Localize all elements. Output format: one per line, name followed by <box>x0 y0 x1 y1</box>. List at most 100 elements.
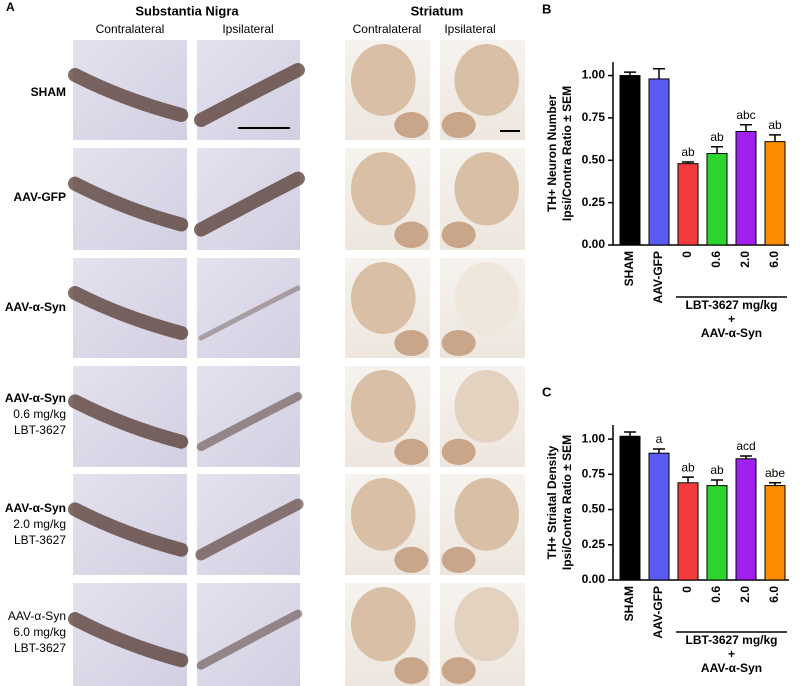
significance-label: ab <box>710 463 724 477</box>
bar <box>648 78 670 246</box>
significance-label: ab <box>768 118 782 132</box>
striatum <box>350 44 416 116</box>
nigral-band <box>196 609 303 670</box>
row-label: LBT-3627 <box>14 533 66 547</box>
error-bar <box>769 134 781 142</box>
striatum <box>454 478 520 551</box>
striatum <box>394 112 429 138</box>
bar <box>764 141 786 246</box>
group-label: AAV-α-Syn <box>701 326 762 340</box>
y-axis-label: TH+ Neuron Number <box>545 95 559 212</box>
group-label: + <box>728 312 735 326</box>
column-group-title: Substantia Nigra <box>135 3 239 18</box>
nigral-band <box>195 498 304 561</box>
error-bar <box>740 455 752 459</box>
significance-label: acd <box>736 439 755 453</box>
striatum <box>441 330 476 356</box>
striatum <box>454 370 520 443</box>
row-label: LBT-3627 <box>14 641 66 655</box>
y-tick-label: 1.00 <box>582 68 606 82</box>
nigral-band <box>68 502 189 557</box>
striatum <box>441 546 476 573</box>
y-tick-label: 0.00 <box>582 572 606 586</box>
x-tick-label: 0.6 <box>709 586 723 603</box>
y-tick-label: 0.00 <box>582 237 606 251</box>
striatum <box>454 152 520 226</box>
y-axis-label: Ipsi/Contra Ratio ± SEM <box>560 86 574 221</box>
micrograph <box>73 148 187 250</box>
row-label: AAV-α-Syn <box>5 391 66 405</box>
x-tick-label: SHAM <box>622 586 636 621</box>
striatum <box>350 478 416 551</box>
row-label: LBT-3627 <box>14 423 66 437</box>
x-tick-label: 6.0 <box>767 586 781 603</box>
striatum <box>454 44 520 116</box>
group-label: AAV-α-Syn <box>701 661 762 675</box>
striatum <box>394 221 429 248</box>
x-tick-label: 0 <box>680 586 694 593</box>
error-bar <box>682 476 694 483</box>
row-label: AAV-α-Syn <box>5 501 66 515</box>
nigral-band <box>196 392 303 452</box>
bar <box>764 485 786 581</box>
y-tick-label: 0.50 <box>582 152 606 166</box>
nigral-band <box>194 63 305 127</box>
error-bar <box>624 71 636 76</box>
striatum <box>350 587 416 662</box>
striatum <box>350 370 416 443</box>
micrograph <box>73 474 187 575</box>
nigral-band <box>68 286 189 340</box>
significance-label: ab <box>710 130 724 144</box>
error-bar <box>769 482 781 486</box>
x-tick-label: 2.0 <box>738 586 752 603</box>
nigral-band <box>68 176 189 232</box>
x-tick-label: AAV-GFP <box>651 586 665 638</box>
striatum <box>454 587 520 662</box>
column-title: Contralateral <box>353 22 422 36</box>
error-bar <box>711 145 723 154</box>
bar <box>735 458 757 581</box>
nigral-band <box>68 394 189 449</box>
significance-label: ab <box>681 460 695 474</box>
y-tick-label: 0.50 <box>582 502 606 516</box>
error-bar <box>653 448 665 454</box>
error-bar <box>682 161 694 164</box>
micrographs <box>68 40 525 686</box>
bar <box>619 435 641 581</box>
y-tick-label: 1.00 <box>582 431 606 445</box>
micrograph <box>197 583 300 686</box>
striatum <box>394 546 429 573</box>
x-tick-label: AAV-GFP <box>651 251 665 303</box>
micrograph <box>73 366 187 467</box>
striatum <box>441 657 476 684</box>
y-tick-label: 0.75 <box>582 466 606 480</box>
striatum <box>441 438 476 465</box>
striatum <box>441 221 476 248</box>
panel-label: C <box>542 384 552 399</box>
x-tick-label: 0 <box>680 251 694 258</box>
error-bar <box>740 123 752 132</box>
striatum <box>394 657 429 684</box>
y-axis-label: Ipsi/Contra Ratio ± SEM <box>560 435 574 570</box>
striatum <box>441 112 476 138</box>
bar <box>735 130 757 246</box>
significance-label: abe <box>765 466 785 480</box>
micrograph <box>197 366 300 467</box>
row-label: SHAM <box>31 85 66 99</box>
row-label: 6.0 mg/kg <box>13 625 66 639</box>
y-axis-label: TH+ Striatal Density <box>545 445 559 559</box>
column-group-title: Striatum <box>411 3 464 18</box>
y-tick-label: 0.25 <box>582 537 606 551</box>
significance-label: a <box>656 432 663 446</box>
group-label: LBT-3627 mg/kg <box>685 298 777 312</box>
row-label: AAV-α-Syn <box>5 300 66 314</box>
row-label: 2.0 mg/kg <box>13 517 66 531</box>
y-tick-label: 0.25 <box>582 195 606 209</box>
x-tick-label: SHAM <box>622 251 636 286</box>
panel-label: A <box>6 0 15 14</box>
x-tick-label: 6.0 <box>767 251 781 268</box>
error-bar <box>653 68 665 79</box>
panel-label: B <box>542 1 551 16</box>
bar <box>706 485 728 581</box>
